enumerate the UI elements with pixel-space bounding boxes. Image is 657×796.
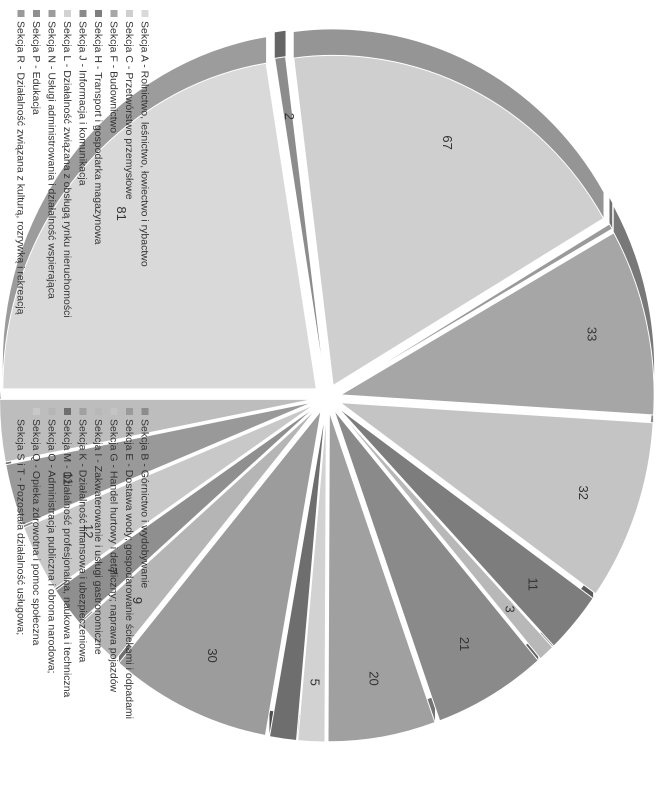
legend-swatch-7 — [95, 408, 102, 415]
legend-entry-15: Sekcja Q - Opieka zdrowotna i pomoc społ… — [30, 419, 42, 646]
data-label-13: 9 — [130, 597, 145, 604]
legend-entry-13: Sekcja O - Administracja publiczna i obr… — [46, 419, 58, 673]
legend-entry-17: Sekcja S i T - Pozostała działalność usł… — [15, 419, 27, 635]
pie-slice-side-3 — [609, 197, 613, 229]
pie-layer — [0, 29, 655, 743]
legend-entry-7: Sekcja I - Zakwaterowanie i usługi gastr… — [92, 419, 104, 655]
legend-entry-9: Sekcja K - Działalność finansowa i ubezp… — [77, 419, 89, 663]
legend-entry-8: Sekcja J - Informacja i komunikacja — [77, 21, 89, 186]
data-label-7: 3 — [502, 605, 517, 612]
pie-slice-side-1 — [274, 30, 286, 59]
data-label-12: 30 — [205, 648, 220, 662]
data-label-10: 5 — [308, 679, 323, 686]
pie-slice-7 — [336, 408, 554, 660]
pie-slice-17 — [0, 398, 314, 463]
legend-swatch-15 — [33, 408, 40, 415]
legend-entry-12: Sekcja N - Usługi administrowania i dzia… — [46, 21, 58, 299]
legend-swatch-8 — [79, 10, 87, 17]
pie-slice-1 — [274, 56, 326, 385]
pie-slice-12 — [118, 408, 322, 737]
data-label-16: 11 — [61, 472, 76, 486]
pie-slice-4 — [338, 232, 655, 416]
data-label-4: 33 — [585, 327, 600, 341]
legend-swatch-17 — [17, 408, 25, 415]
legend-entry-0: Sekcja A - Rolnictwo, leśnictwo, łowiect… — [139, 21, 151, 267]
legend: Sekcja A - Rolnictwo, leśnictwo, łowiect… — [15, 10, 151, 719]
legend-entry-10: Sekcja L - Działalność związana z obsług… — [61, 21, 73, 318]
pie-slice-3 — [338, 223, 613, 392]
pie-slice-2 — [293, 54, 605, 387]
data-label-1: 2 — [282, 113, 297, 120]
legend-swatch-3 — [126, 408, 133, 415]
legend-swatch-5 — [110, 408, 118, 415]
legend-swatch-13 — [48, 408, 56, 415]
data-label-15: 12 — [81, 524, 96, 538]
pie-slice-9 — [327, 411, 436, 743]
legend-entry-14: Sekcja P - Edukacja — [30, 21, 42, 115]
legend-swatch-1 — [141, 408, 149, 415]
pie-slice-13 — [79, 407, 318, 661]
data-label-9: 20 — [366, 671, 381, 685]
pie-slice-8 — [333, 409, 539, 722]
legend-swatch-16 — [17, 10, 25, 17]
legend-swatch-10 — [64, 10, 71, 17]
data-label-8: 21 — [457, 637, 472, 651]
pie-slice-side-2 — [293, 29, 604, 219]
legend-swatch-4 — [110, 10, 118, 17]
legend-swatch-14 — [33, 10, 40, 17]
legend-entry-5: Sekcja G - Handel hurtowy i detaliczny; … — [108, 419, 120, 693]
legend-swatch-11 — [64, 408, 71, 415]
legend-swatch-12 — [48, 10, 56, 17]
legend-swatch-9 — [79, 408, 87, 415]
legend-entry-11: Sekcja M - Działalność profesjonalna, na… — [61, 419, 73, 698]
pie-slice-side-4 — [613, 206, 655, 415]
legend-entry-4: Sekcja F - Budownictwo — [108, 21, 120, 133]
pie-slice-16 — [5, 401, 314, 526]
legend-entry-6: Sekcja H - Transport i gospodarka magazy… — [92, 21, 104, 245]
pie-slice-0 — [2, 62, 317, 390]
legend-entry-16: Sekcja R - Działalność związana z kultur… — [15, 21, 27, 315]
legend-swatch-0 — [141, 10, 149, 17]
pie-slice-10 — [297, 411, 327, 743]
legend-swatch-2 — [126, 10, 133, 17]
legend-entry-3: Sekcja E - Dostawa wody; gospodarowanie … — [123, 419, 135, 719]
pie-slice-side-0 — [2, 37, 267, 389]
data-label-layer: 81 2 67 33 32 11 3 21 20 5 30 9 7 12 11 — [61, 113, 600, 686]
data-label-2: 67 — [440, 135, 455, 149]
data-label-5: 32 — [576, 486, 591, 500]
pie-slice-6 — [337, 406, 594, 647]
legend-entry-2: Sekcja C - Przetwórstwo przemysłowe — [123, 21, 135, 200]
pie-slice-5 — [338, 402, 654, 595]
pie-slice-14 — [55, 406, 317, 624]
legend-swatch-6 — [95, 10, 102, 17]
legend-entry-1: Sekcja B - Górnictwo i wydobywanie — [139, 419, 151, 588]
pie-slice-11 — [268, 411, 326, 742]
data-label-6: 11 — [525, 578, 540, 592]
data-label-14: 7 — [105, 567, 120, 574]
data-label-0: 81 — [114, 206, 129, 220]
pie-slice-15 — [23, 404, 315, 590]
